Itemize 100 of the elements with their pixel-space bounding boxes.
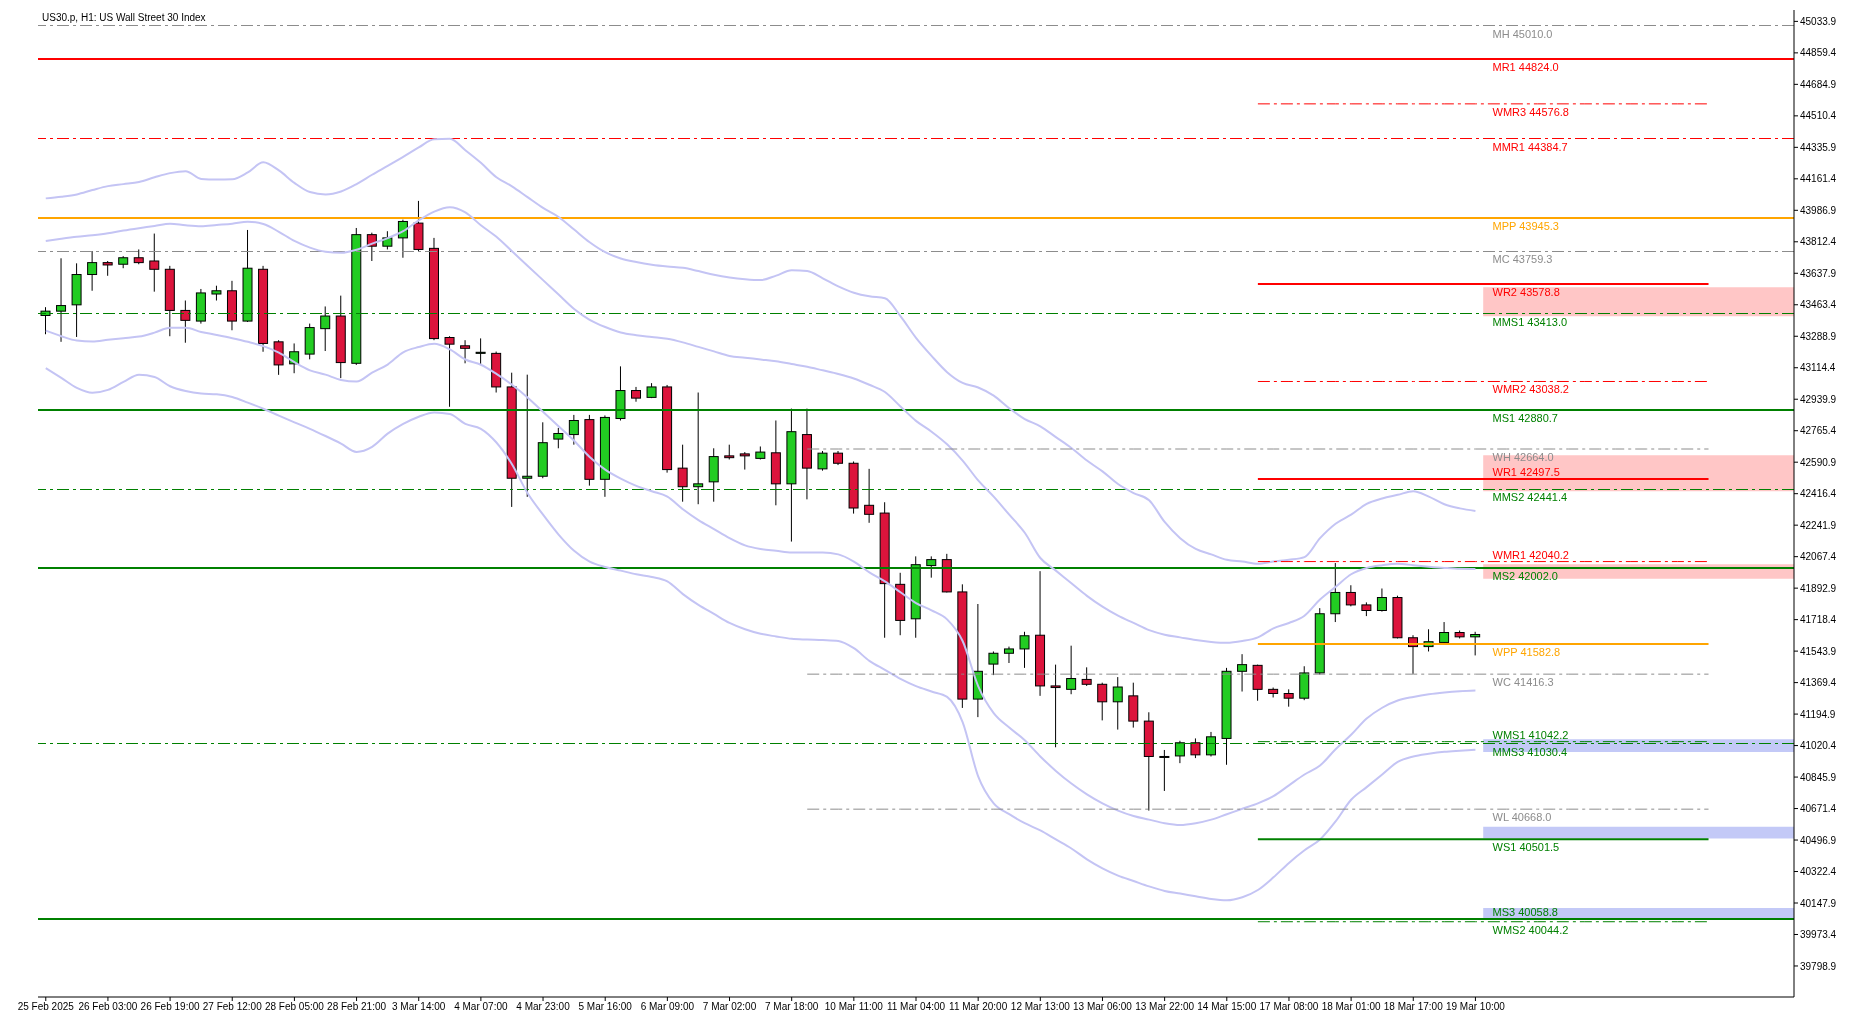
x-tick-label: 27 Feb 12:00 [202, 1001, 263, 1013]
candlestick [1066, 645, 1077, 695]
y-tick-label: 41020.4 [1800, 740, 1837, 752]
candlestick [460, 339, 471, 364]
ref-line-label: MR1 44824.0 [1492, 61, 1559, 74]
y-tick-label: 44510.4 [1800, 110, 1837, 122]
x-tick-label: 17 Mar 08:00 [1259, 1001, 1319, 1013]
line-series [44, 137, 1477, 565]
y-tick-label: 43637.9 [1800, 267, 1837, 279]
x-tick-label: 28 Feb 05:00 [264, 1001, 325, 1013]
candlestick [1376, 587, 1387, 613]
series-label: WMR1 42040.2 [1492, 548, 1569, 561]
candlestick [1097, 682, 1108, 721]
x-tick-label: 10 Mar 11:00 [824, 1001, 884, 1013]
candlestick [817, 450, 828, 472]
candlestick [1205, 731, 1216, 757]
x-tick-label: 18 Mar 17:00 [1383, 1001, 1444, 1013]
y-tick-label: 44684.9 [1800, 78, 1837, 90]
line-series [44, 326, 1477, 827]
series-label: WMR3 44576.8 [1492, 105, 1569, 118]
candlestick [568, 414, 579, 446]
candlestick [1081, 666, 1092, 687]
candlestick [864, 468, 875, 524]
y-tick-label: 43463.4 [1800, 299, 1837, 311]
y-tick-label: 40496.9 [1800, 834, 1837, 846]
candlestick [382, 230, 393, 250]
x-tick-label: 28 Feb 21:00 [327, 1001, 387, 1013]
ref-line-label: MMS1 43413.0 [1492, 315, 1568, 328]
x-tick-label: 25 Feb 2025 [17, 1001, 75, 1013]
ref-line-label: MH 45010.0 [1492, 27, 1553, 40]
y-tick-label: 42241.9 [1800, 519, 1837, 531]
candlestick [475, 337, 486, 366]
candlestick [1003, 646, 1014, 664]
line-series [44, 367, 1477, 902]
candlestick [522, 374, 533, 498]
y-tick-label: 44335.9 [1800, 141, 1837, 153]
candlestick [1019, 631, 1030, 669]
y-tick-label: 41194.9 [1800, 708, 1836, 720]
candlestick [1330, 562, 1341, 623]
x-tick-label: 26 Feb 03:00 [78, 1001, 138, 1013]
y-tick-label: 40147.9 [1800, 897, 1837, 909]
x-tick-label: 5 Mar 16:00 [578, 1001, 633, 1013]
y-tick-label: 41892.9 [1800, 582, 1837, 594]
candlestick [149, 233, 160, 293]
series-label: WC 41416.3 [1492, 676, 1554, 689]
candlestick [87, 250, 98, 292]
x-tick-label: 18 Mar 01:00 [1321, 1001, 1382, 1013]
ref-line-label: MS1 42880.7 [1492, 411, 1558, 424]
candlestick [1174, 740, 1185, 764]
y-tick-label: 42939.9 [1800, 393, 1837, 405]
x-tick-label: 11 Mar 04:00 [886, 1001, 946, 1013]
x-tick-label: 14 Mar 15:00 [1197, 1001, 1257, 1013]
y-tick-label: 41369.4 [1800, 677, 1837, 689]
y-tick-label: 41543.9 [1800, 645, 1837, 657]
ref-line-label: MS2 42002.0 [1492, 570, 1558, 583]
x-tick-label: 13 Mar 22:00 [1135, 1001, 1195, 1013]
y-tick-label: 44859.4 [1800, 47, 1837, 59]
candlestick [273, 339, 284, 376]
x-tick-label: 12 Mar 13:00 [1010, 1001, 1071, 1013]
series-label: WH 42664.0 [1492, 451, 1554, 464]
ref-line-label: MMS2 42441.4 [1492, 491, 1568, 504]
x-tick-label: 19 Mar 10:00 [1445, 1001, 1506, 1013]
ref-line-label: MMR1 44384.7 [1492, 140, 1568, 153]
candlestick [444, 335, 455, 408]
ref-line-label: MC 43759.3 [1492, 253, 1553, 266]
series-label: WL 40668.0 [1492, 811, 1552, 824]
ref-line-label: MS3 40058.8 [1492, 906, 1558, 919]
candlestick [56, 257, 67, 343]
x-tick-label: 7 Mar 02:00 [702, 1001, 757, 1013]
candlestick [677, 444, 688, 503]
y-tick-label: 42067.4 [1800, 551, 1837, 563]
x-tick-label: 3 Mar 14:00 [392, 1001, 446, 1013]
candlestick [926, 555, 937, 579]
y-tick-label: 39798.9 [1800, 960, 1837, 972]
candlestick [1112, 676, 1123, 731]
x-tick-label: 4 Mar 23:00 [516, 1001, 571, 1013]
candlestick [1050, 664, 1061, 748]
series-label: WPP 41582.8 [1492, 646, 1561, 659]
x-tick-label: 4 Mar 07:00 [454, 1001, 508, 1013]
chart-title: US30.p, H1: US Wall Street 30 Index [42, 12, 206, 23]
y-tick-label: 43114.4 [1800, 362, 1836, 374]
y-tick-label: 42590.9 [1800, 456, 1837, 468]
candlestick [553, 427, 564, 449]
series-label: WR2 43578.8 [1492, 285, 1560, 298]
series-label: WMR2 43038.2 [1492, 383, 1569, 396]
candlestick [320, 305, 331, 352]
y-tick-label: 43812.4 [1800, 236, 1837, 248]
y-tick-label: 41718.4 [1800, 614, 1837, 626]
y-tick-label: 43986.9 [1800, 204, 1837, 216]
ref-line-label: MMS3 41030.4 [1492, 745, 1568, 758]
series-label: WMS2 40044.2 [1492, 923, 1569, 936]
candlestick [1252, 664, 1263, 702]
x-tick-label: 26 Feb 19:00 [140, 1001, 200, 1013]
candlestick [1159, 749, 1170, 792]
y-tick-label: 40845.9 [1800, 771, 1837, 783]
candlestick [180, 300, 191, 344]
y-tick-label: 42765.4 [1800, 425, 1837, 437]
y-tick-label: 45033.9 [1800, 15, 1837, 27]
x-tick-label: 7 Mar 18:00 [764, 1001, 819, 1013]
line-series [44, 206, 1477, 644]
